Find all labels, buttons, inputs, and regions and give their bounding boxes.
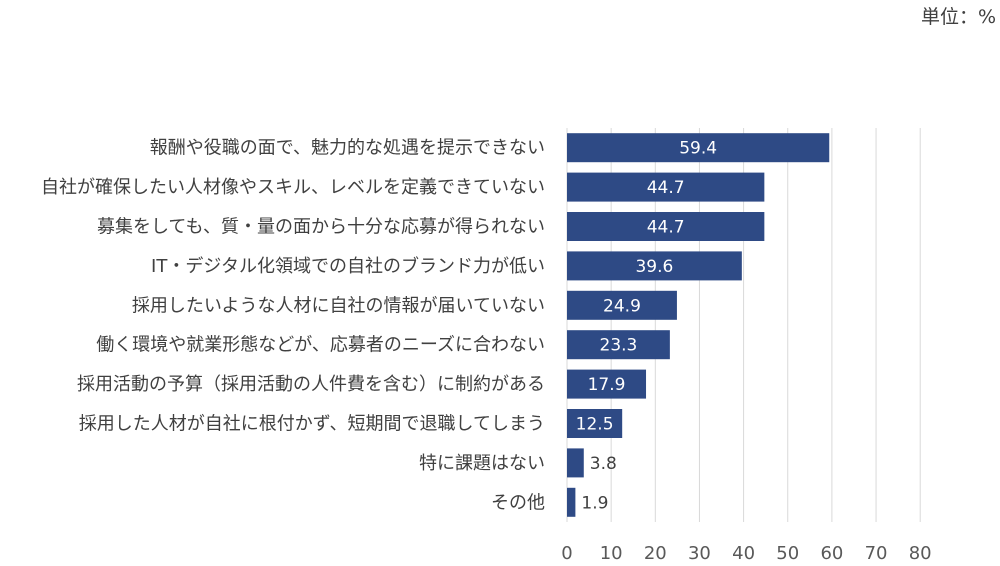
x-tick-label: 10 [600, 543, 623, 564]
bar [567, 330, 670, 360]
x-axis-ticks: 0 10 20 30 40 50 60 70 80 [561, 543, 931, 564]
bar [567, 133, 830, 163]
bar [567, 448, 584, 478]
x-tick-label: 30 [688, 543, 711, 564]
category-label: 特に課題はない [419, 453, 545, 474]
data-label: 1.9 [581, 493, 608, 513]
bar [567, 290, 677, 320]
data-label: 44.7 [647, 178, 685, 198]
category-label: 募集をしても、質・量の面から十分な応募が得られない [97, 217, 545, 238]
x-tick-label: 20 [644, 543, 667, 564]
category-label: 報酬や役職の面で、魅力的な処遇を提示できない [150, 138, 545, 159]
data-label: 39.6 [635, 257, 673, 277]
data-label: 23.3 [600, 336, 638, 356]
x-tick-label: 80 [909, 543, 932, 564]
data-labels: 59.4 44.7 44.7 39.6 24.9 23.3 17.9 12.5 3.8 1.9 [576, 139, 717, 514]
x-tick-label: 70 [865, 543, 888, 564]
bars [567, 133, 830, 517]
data-label: 44.7 [647, 218, 685, 238]
category-label: 採用活動の予算（採用活動の人件費を含む）に制約がある [77, 374, 545, 395]
data-label: 3.8 [590, 454, 617, 474]
x-tick-label: 40 [732, 543, 755, 564]
data-label: 59.4 [679, 139, 717, 159]
bar [567, 409, 623, 438]
category-label: IT・デジタル化領域での自社のブランド力が低い [151, 255, 545, 277]
bar [567, 487, 576, 517]
unit-label: 単位：% [920, 6, 996, 28]
data-label: 12.5 [576, 415, 614, 435]
x-tick-label: 0 [561, 543, 572, 564]
category-label: 採用した人材が自社に根付かず、短期間で退職してしまう [79, 414, 545, 435]
category-label: 働く環境や就業形態などが、応募者のニーズに合わない [96, 335, 545, 356]
category-label: 採用したいような人材に自社の情報が届いていない [132, 295, 545, 316]
bar [567, 251, 742, 281]
bar [567, 212, 765, 241]
category-labels: 報酬や役職の面で、魅力的な処遇を提示できない自社が確保したい人材像やスキル、レベ… [41, 138, 545, 514]
bar [567, 172, 765, 202]
x-tick-label: 50 [776, 543, 799, 564]
data-label: 24.9 [603, 296, 641, 316]
x-tick-label: 60 [820, 543, 843, 564]
category-label: 自社が確保したい人材像やスキル、レベルを定義できていない [41, 177, 545, 198]
gridlines [566, 128, 921, 522]
category-label: その他 [491, 492, 545, 513]
data-label: 17.9 [588, 375, 626, 395]
bar [567, 369, 647, 399]
